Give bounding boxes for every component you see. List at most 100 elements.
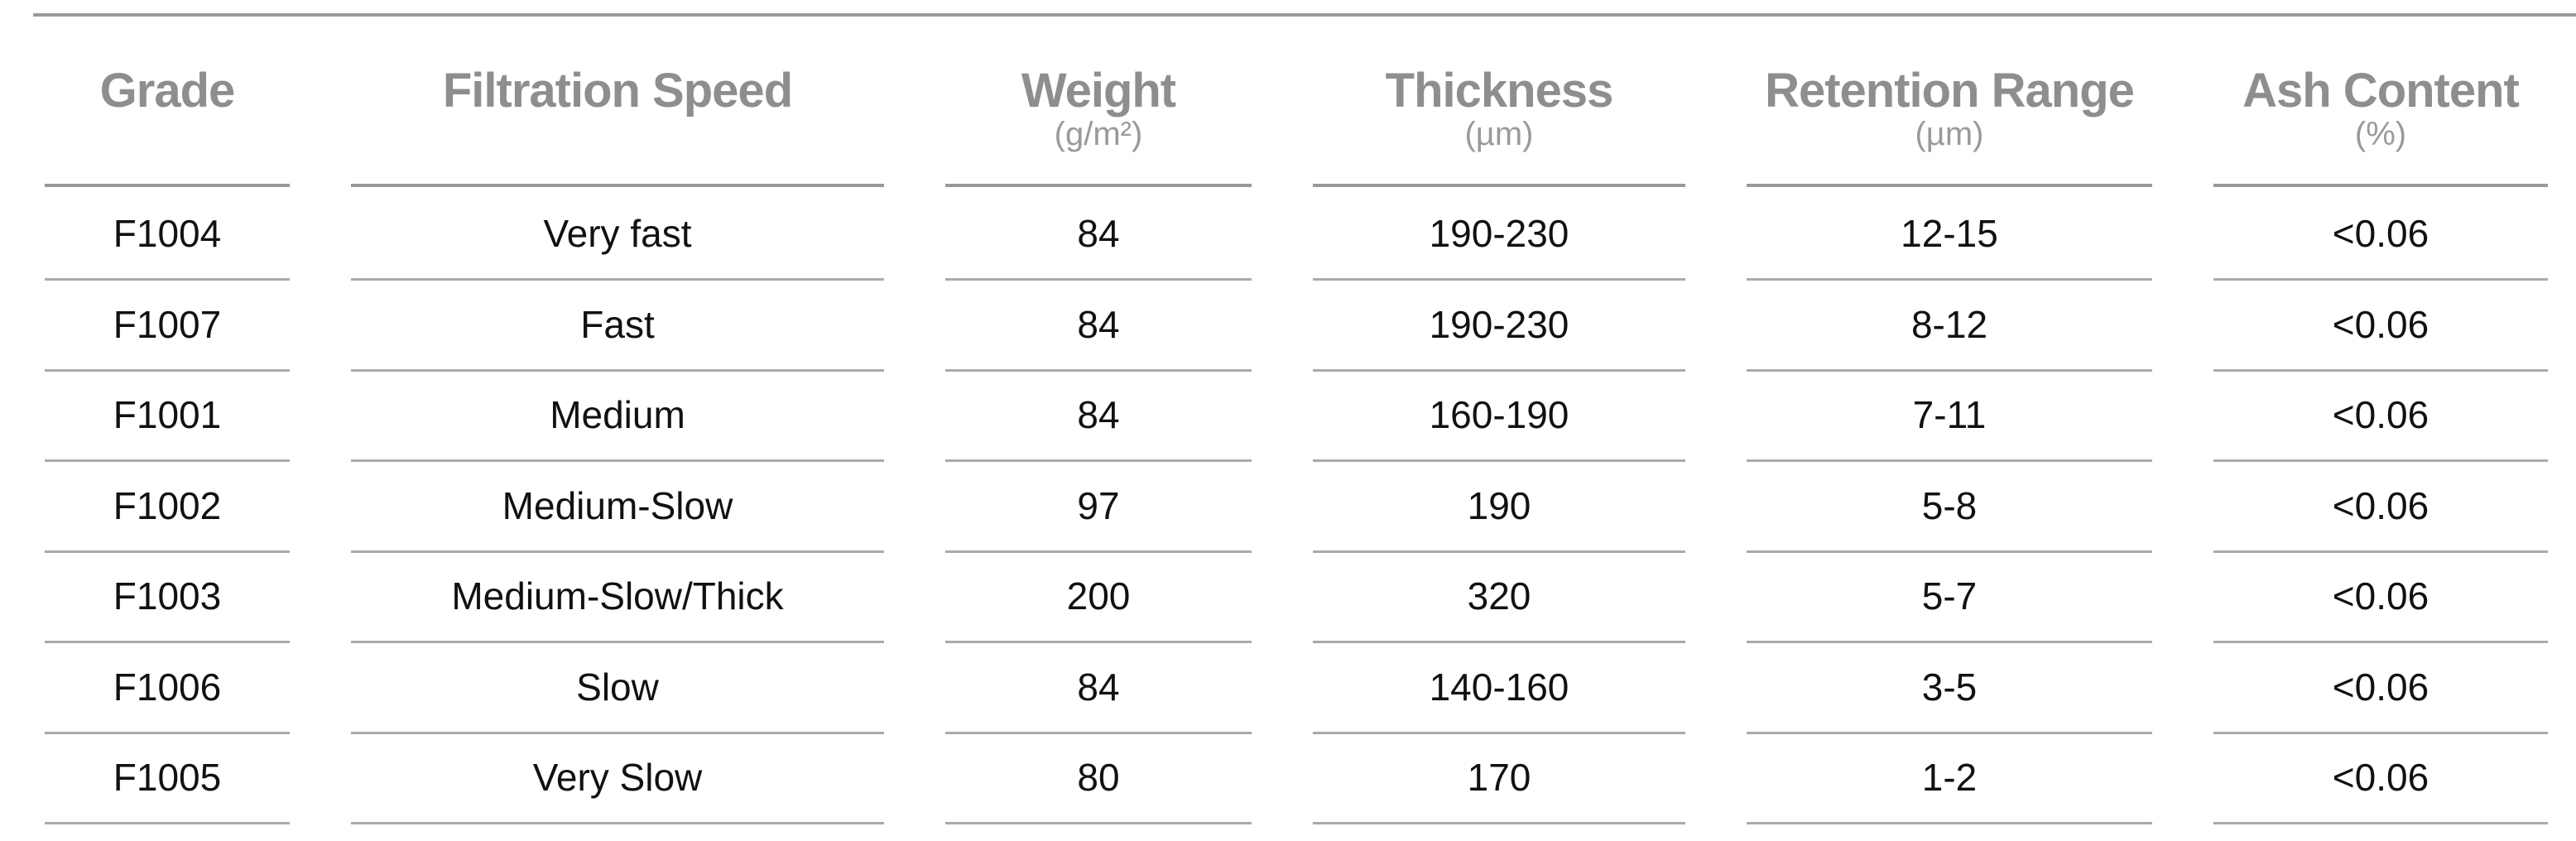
row-rule [1313,459,1685,462]
row-rule [45,641,290,643]
table-cell-grade: F1001 [113,393,222,436]
row-rule [2213,822,2548,824]
row-rule [45,368,290,372]
table-cell-ash-content: <0.06 [2332,756,2429,799]
table-cell-weight: 200 [1066,574,1131,618]
row-rule [45,731,290,734]
table-cell-thickness: 190 [1467,483,1531,527]
header-unit: (g/m²) [1054,116,1143,152]
column-header-ash-content: Ash Content (%) [2213,65,2548,151]
table-cell-ash-content: <0.06 [2332,393,2429,436]
table-cell-filtration-speed: Medium [550,393,685,436]
row-rule [945,641,1252,643]
header-title: Ash Content [2242,64,2520,118]
table-cell-weight: 84 [1077,393,1120,436]
header-rule [45,184,290,187]
table-cell-ash-content: <0.06 [2332,212,2429,255]
table-cell-filtration-speed: Slow [576,665,659,709]
row-rule [1747,459,2152,462]
header-unit: (µm) [1915,116,1984,152]
row-rule [351,731,884,734]
table-cell-ash-content: <0.06 [2332,665,2429,709]
row-rule [1747,731,2152,734]
row-rule [351,368,884,372]
table-cell-retention-range: 8-12 [1910,302,1988,346]
row-rule [2213,731,2548,734]
row-rule [1747,368,2152,372]
table-cell-grade: F1002 [113,483,222,527]
row-rule [1313,822,1685,824]
row-rule [945,278,1252,281]
row-rule [351,278,884,281]
header-title: Grade [99,64,236,118]
table-cell-ash-content: <0.06 [2332,302,2429,346]
row-rule [2213,641,2548,643]
row-rule [1747,278,2152,281]
table-cell-retention-range: 12-15 [1901,212,1998,255]
row-rule [1747,822,2152,824]
row-rule [45,459,290,462]
row-rule [945,731,1252,734]
table-cell-retention-range: 3-5 [1921,665,1978,709]
header-rule [1313,184,1685,187]
row-rule [945,459,1252,462]
table-cell-weight: 84 [1077,212,1120,255]
table-cell-thickness: 320 [1467,574,1531,618]
table-cell-retention-range: 5-8 [1921,483,1978,527]
row-rule [2213,368,2548,372]
table-cell-grade: F1007 [113,302,222,346]
table-cell-ash-content: <0.06 [2332,574,2429,618]
row-rule [45,822,290,824]
row-rule [45,278,290,281]
column-header-filtration-speed: Filtration Speed [351,65,884,118]
table-cell-thickness: 140-160 [1429,665,1569,709]
row-rule [1747,550,2152,553]
header-rule [2213,184,2548,187]
row-rule [351,550,884,553]
table-cell-grade: F1004 [113,212,222,255]
table-cell-grade: F1005 [113,756,222,799]
row-rule [2213,459,2548,462]
table-cell-filtration-speed: Medium-Slow/Thick [451,574,784,618]
header-rule [1747,184,2152,187]
table-cell-weight: 84 [1077,665,1120,709]
row-rule [945,550,1252,553]
row-rule [945,368,1252,372]
table-cell-filtration-speed: Medium-Slow [502,483,733,527]
top-rule [33,13,2576,17]
header-unit: (µm) [1464,116,1534,152]
column-header-grade: Grade [45,65,290,118]
table-cell-ash-content: <0.06 [2332,483,2429,527]
row-rule [351,641,884,643]
column-header-retention-range: Retention Range (µm) [1747,65,2152,151]
header-rule [351,184,884,187]
table-cell-grade: F1006 [113,665,222,709]
row-rule [45,550,290,553]
row-rule [1313,550,1685,553]
table-cell-thickness: 190-230 [1429,212,1569,255]
header-title: Retention Range [1765,64,2135,118]
header-title: Filtration Speed [442,64,793,118]
table-cell-filtration-speed: Very Slow [532,756,703,799]
row-rule [1747,641,2152,643]
row-rule [1313,641,1685,643]
table-cell-thickness: 190-230 [1429,302,1569,346]
table-cell-retention-range: 7-11 [1912,393,1987,436]
row-rule [945,822,1252,824]
row-rule [351,459,884,462]
table-cell-retention-range: 1-2 [1921,756,1978,799]
table-cell-retention-range: 5-7 [1921,574,1978,618]
table-cell-weight: 97 [1077,483,1120,527]
header-rule [945,184,1252,187]
table-cell-grade: F1003 [113,574,222,618]
header-title: Weight [1021,64,1176,118]
row-rule [2213,550,2548,553]
row-rule [1313,731,1685,734]
table-cell-weight: 84 [1077,302,1120,346]
table-cell-filtration-speed: Fast [580,302,655,346]
table-cell-thickness: 160-190 [1429,393,1569,436]
column-header-thickness: Thickness (µm) [1313,65,1685,151]
row-rule [351,822,884,824]
table-cell-thickness: 170 [1467,756,1531,799]
header-title: Thickness [1385,64,1614,118]
